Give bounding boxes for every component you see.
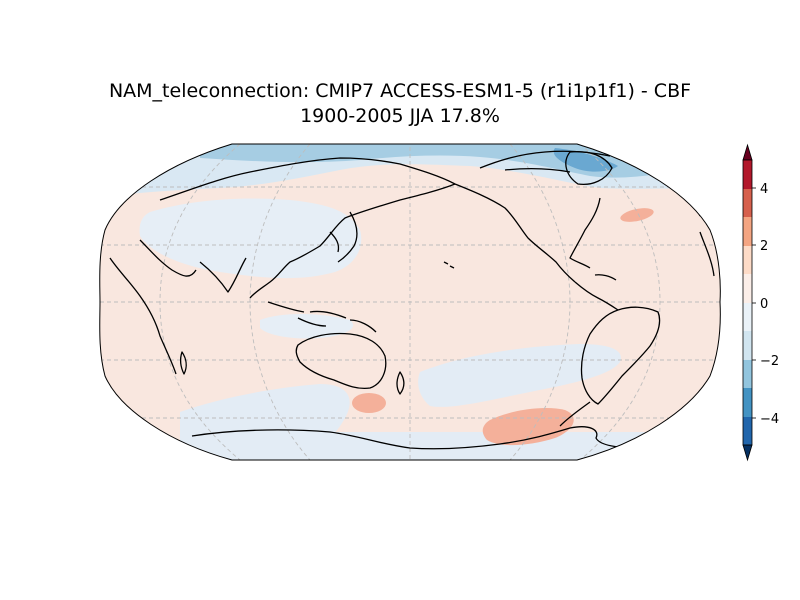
- colorbar-segment-m3: [743, 388, 752, 417]
- colorbar-frame: [742, 159, 753, 446]
- colorbar-segment-m1: [743, 331, 752, 360]
- figure-subtitle: 1900-2005 JJA 17.8%: [300, 105, 500, 127]
- colorbar-segment-4: [743, 189, 752, 217]
- colorbar-segment-m2: [743, 360, 752, 388]
- figure-title: NAM_teleconnection: CMIP7 ACCESS-ESM1-5 …: [108, 80, 692, 102]
- colorbar-tick-label: −4: [760, 412, 779, 427]
- colorbar-tick-label: 4: [760, 182, 768, 197]
- field-positive-southindian: [352, 393, 386, 413]
- colorbar-segment-2: [743, 246, 752, 274]
- field-positive-amundsen: [482, 408, 574, 446]
- field-positive-atlantic: [620, 208, 654, 222]
- colorbar-tick-label: 0: [760, 297, 768, 312]
- field-tropical-negative: [260, 314, 354, 339]
- field-asia-negative: [139, 198, 362, 279]
- map-area: [99, 144, 721, 460]
- colorbar-segment-0: [743, 303, 752, 331]
- graticule: [100, 144, 720, 460]
- colorbar: 4 2 0 −2 −4: [742, 143, 779, 462]
- map-boundary: [99, 143, 721, 461]
- colorbar-tick-label: −2: [760, 354, 779, 369]
- field-antarctic-negative: [180, 432, 720, 460]
- colorbar-tick-label: 2: [760, 239, 768, 254]
- colorbar-extend-top: [742, 143, 753, 161]
- colorbar-segment-1: [743, 274, 752, 303]
- colorbar-segment-5: [743, 160, 752, 189]
- colorbar-segment-m4: [743, 417, 752, 445]
- colorbar-extend-bottom: [742, 444, 753, 462]
- colorbar-segment-3: [743, 217, 752, 246]
- field-greenland-stronger: [553, 148, 618, 172]
